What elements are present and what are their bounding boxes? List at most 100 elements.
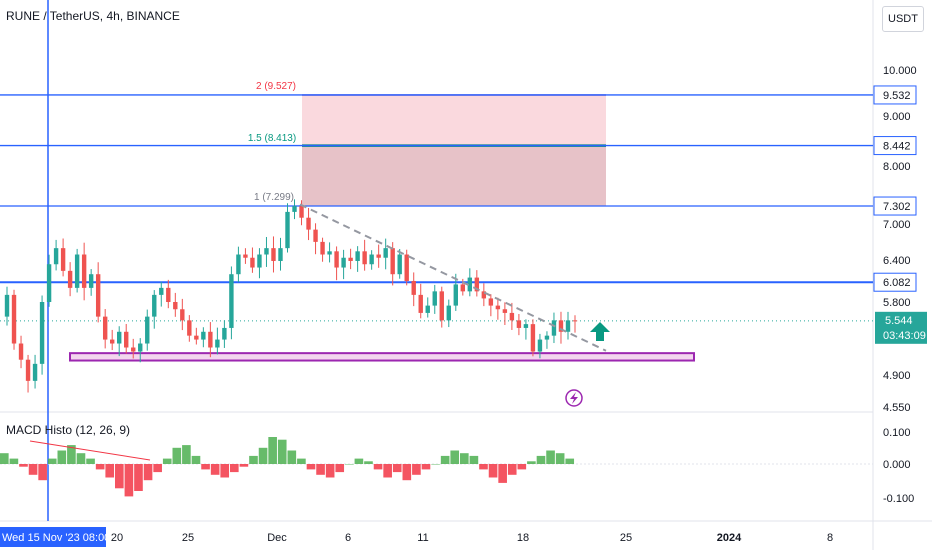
macd-tick-label: -0.100 [883, 493, 914, 505]
candle-body [355, 251, 360, 261]
hline-price-tag [873, 196, 917, 216]
candle-body [201, 331, 206, 340]
candle-body [397, 254, 402, 275]
candle-body [390, 248, 395, 275]
candle-body [383, 248, 388, 258]
macd-bar [287, 450, 297, 464]
price-axis[interactable]: 10.000 9.000 8.000 7.000 6.400 5.800 4.900 4.55… [883, 65, 917, 414]
candle-body [551, 320, 557, 336]
macd-bar [325, 464, 335, 478]
candle-body [187, 320, 192, 336]
macd-bar [220, 464, 230, 478]
price-tick-label: 10.000 [883, 65, 917, 77]
candle-body [215, 339, 220, 348]
candle-body [474, 277, 480, 292]
current-price-value: 5.544 [885, 315, 913, 327]
current-price-countdown: 03:43:09 [883, 330, 926, 342]
support-zone[interactable] [69, 352, 695, 362]
candle-body [229, 274, 234, 328]
trendline[interactable] [299, 203, 607, 352]
candle-body [18, 343, 24, 360]
time-tick-label: 6 [345, 532, 351, 544]
macd-bar [354, 458, 364, 464]
macd-bar [316, 464, 325, 475]
candle-body [369, 254, 374, 265]
macd-bar [268, 437, 277, 464]
hline-price-tag [873, 136, 917, 156]
hline-price-label: 7.302 [883, 201, 911, 213]
candle-body [95, 274, 101, 317]
candle-body [481, 291, 487, 299]
macd-indicator-label[interactable]: MACD Histo (12, 26, 9) [6, 423, 131, 437]
macd-bar [124, 464, 134, 497]
macd-axis[interactable]: 0.100 0.000 -0.100 [883, 427, 914, 505]
target-zone[interactable] [302, 94, 606, 146]
candle-body [572, 320, 578, 322]
candle-body [11, 294, 17, 344]
lightning-icon[interactable] [565, 389, 583, 407]
candle-body [425, 305, 430, 313]
candle-body [495, 305, 501, 310]
candle-body [502, 309, 508, 313]
macd-bar [258, 447, 268, 464]
candle-body [467, 277, 473, 292]
candle-body [32, 363, 38, 381]
candle-body [453, 284, 458, 306]
candle-body [222, 327, 227, 340]
time-tick-label: 11 [417, 532, 428, 544]
candles [4, 199, 578, 393]
macd-bar [479, 464, 488, 470]
macd-bar [555, 453, 565, 464]
hline-price-tag [873, 272, 917, 292]
macd-bar [450, 450, 460, 464]
time-tick-label: 18 [517, 532, 529, 544]
crosshair-time-tag [0, 527, 106, 547]
time-tick-label: 25 [620, 532, 632, 544]
price-tick-label: 6.400 [883, 255, 911, 267]
macd-bar [38, 464, 47, 481]
candle-body [138, 343, 143, 352]
candle-body [145, 316, 150, 344]
currency-button[interactable]: USDT [882, 6, 924, 32]
macd-tick-label: 0.000 [883, 459, 911, 471]
stop-zone[interactable] [302, 145, 606, 207]
candle-body [39, 302, 45, 364]
macd-bar [383, 464, 392, 478]
fib-label-1-5: 1.5 (8.413) [248, 133, 296, 144]
macd-bar [488, 464, 498, 478]
candle-body [67, 270, 73, 288]
macd-bar [402, 464, 412, 481]
candle-body [285, 211, 290, 249]
horizontal-lines[interactable] [0, 94, 873, 284]
time-tick-label: Dec [267, 532, 287, 544]
arrow-up-icon[interactable] [590, 322, 610, 341]
candle-body [404, 254, 409, 281]
candle-body [180, 309, 185, 321]
price-tick-label: 4.550 [883, 402, 911, 414]
candle-body [446, 305, 451, 321]
macd-bar [182, 445, 191, 464]
macd-bar [527, 461, 536, 464]
fib-label-1: 1 (7.299) [254, 192, 294, 203]
candle-body [117, 331, 122, 344]
macd-bar [76, 453, 86, 464]
macd-histogram [0, 437, 575, 497]
time-axis[interactable]: 20 25 Dec 6 11 18 25 2024 8 [111, 532, 833, 544]
candle-body [194, 335, 199, 340]
time-tick-label: 8 [827, 532, 833, 544]
macd-bar [421, 464, 431, 470]
macd-bar [460, 453, 469, 464]
crosshair-time-label: Wed 15 Nov '23 08:00 [2, 532, 110, 544]
candle-body [299, 206, 304, 218]
macd-annotation-line [29, 440, 151, 461]
macd-bar [86, 458, 95, 464]
candle-body [53, 248, 59, 265]
candle-body [46, 264, 52, 302]
macd-bar [201, 464, 210, 470]
candle-body [516, 320, 522, 328]
macd-bar [134, 464, 143, 491]
macd-bar [469, 455, 479, 464]
candle-body [88, 274, 94, 288]
